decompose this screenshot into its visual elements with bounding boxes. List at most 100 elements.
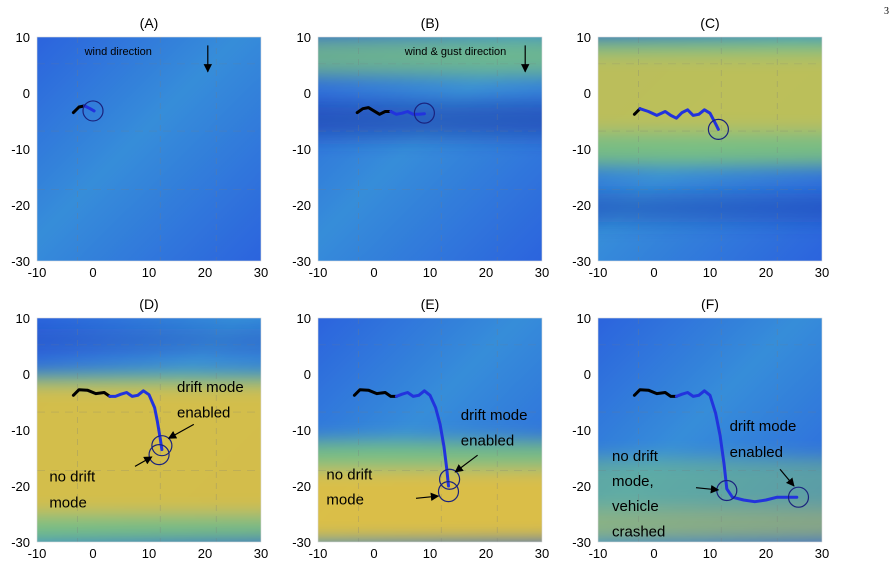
annotation-text-a-0: wind direction [84, 46, 152, 58]
x-tick-label-d-0: -10 [28, 546, 47, 561]
trajectory-blue-d [108, 389, 164, 452]
y-tick-label-e-3: -20 [292, 479, 311, 494]
y-tick-label-c-4: -30 [572, 254, 591, 269]
annotation-arrow-f-1 [695, 484, 720, 494]
y-tick-label-e-0: 10 [297, 311, 311, 326]
annotation-text-e-3: mode [326, 491, 364, 508]
vehicle-circle-c-0 [707, 118, 730, 140]
annotation-arrow-e-1 [415, 492, 440, 502]
panel-title-b: (B) [421, 15, 440, 31]
annotation-text-f-2: no drift [612, 448, 659, 465]
vehicle-circle-e-1 [437, 481, 460, 503]
axes-frame-a [36, 36, 262, 262]
page-number: 3 [884, 6, 889, 17]
annotation-text-d-0: drift mode [177, 379, 244, 396]
annotation-text-f-0: drift mode [730, 418, 797, 435]
trajectory-black-f [632, 388, 678, 398]
x-tick-label-b-3: 20 [479, 265, 493, 280]
annotation-arrow-d-1 [134, 456, 153, 467]
trajectory-black-d [71, 388, 112, 398]
heatmap-band-d-2 [37, 329, 261, 352]
x-tick-label-a-1: 0 [89, 265, 96, 280]
plot-area-c [598, 37, 822, 261]
panel-d: drift mode enabled no drift mode (D) -10 0 10 20… [11, 296, 268, 561]
y-tick-label-d-3: -20 [11, 479, 30, 494]
y-tick-label-c-3: -20 [572, 198, 591, 213]
y-tick-label-b-4: -30 [292, 254, 311, 269]
x-tick-label-b-4: 30 [535, 265, 549, 280]
x-tick-label-d-2: 10 [142, 546, 156, 561]
y-tick-label-c-2: -10 [572, 142, 591, 157]
y-tick-label-d-4: -30 [11, 535, 30, 550]
x-tick-label-f-1: 0 [650, 546, 657, 561]
panel-c: (C) -10 0 10 20 30 10 0 -10 -20 -30 [572, 15, 829, 280]
x-tick-label-e-3: 20 [479, 546, 493, 561]
x-tick-label-a-4: 30 [254, 265, 268, 280]
panel-title-a: (A) [140, 15, 159, 31]
heatmap-bands-c [598, 37, 822, 222]
y-tick-label-d-1: 0 [23, 367, 30, 382]
annotation-text-d-1: enabled [177, 405, 230, 422]
panel-a: wind direction (A) -10 0 10 20 30 10 0 -10 -20 -30 [11, 15, 268, 280]
x-tick-label-d-1: 0 [89, 546, 96, 561]
x-tick-label-a-0: -10 [28, 265, 47, 280]
heatmap-bands-e [318, 441, 542, 542]
annotation-arrow-f-0 [779, 468, 795, 487]
heatmap-band-b-0 [318, 37, 542, 77]
plot-area-a [37, 37, 261, 261]
heatmap-tint-a [37, 37, 261, 261]
heatmap-background-a [37, 37, 261, 261]
heatmap-bands-b [318, 37, 542, 138]
trajectory-blue-f [674, 389, 799, 504]
y-tick-label-e-4: -30 [292, 535, 311, 550]
axes-frame-c [597, 36, 823, 262]
y-tick-label-f-3: -20 [572, 479, 591, 494]
heatmap-band-b-1 [318, 101, 542, 138]
annotation-text-f-3: mode, [612, 473, 654, 490]
trajectory-blue-b [389, 110, 426, 116]
y-tick-label-c-0: 10 [577, 30, 591, 45]
trajectory-black-e [352, 388, 398, 398]
axes-frame-b [317, 36, 543, 262]
trajectory-black-a [71, 104, 87, 115]
annotation-text-d-2: no drift [49, 469, 96, 486]
y-tick-label-a-2: -10 [11, 142, 30, 157]
heatmap-band-f-1 [598, 508, 822, 542]
x-tick-label-e-4: 30 [535, 546, 549, 561]
y-tick-label-f-4: -30 [572, 535, 591, 550]
panel-e: drift mode enabled no drift mode (E) -10 0 10 20… [292, 296, 549, 561]
vehicle-circle-a-0 [82, 100, 104, 122]
x-tick-label-c-3: 20 [759, 265, 773, 280]
panel-b: wind & gust direction (B) -10 0 10 20 30 10 0 -10… [292, 15, 549, 280]
y-tick-label-f-1: 0 [584, 367, 591, 382]
annotation-text-e-0: drift mode [461, 407, 528, 424]
x-tick-label-d-4: 30 [254, 546, 268, 561]
panel-title-c: (C) [700, 15, 719, 31]
y-tick-label-d-0: 10 [16, 311, 30, 326]
x-tick-label-e-2: 10 [423, 546, 437, 561]
y-tick-label-f-0: 10 [577, 311, 591, 326]
y-tick-label-f-2: -10 [572, 423, 591, 438]
x-tick-label-f-2: 10 [703, 546, 717, 561]
x-tick-label-c-4: 30 [815, 265, 829, 280]
annotation-arrow-e-0 [454, 454, 478, 473]
heatmap-band-c-2 [598, 193, 822, 222]
x-tick-label-f-4: 30 [815, 546, 829, 561]
panel-f: drift mode enabled no drift mode, vehicle cra… [572, 296, 829, 561]
axes-frame-d [36, 317, 262, 543]
x-tick-label-f-0: -10 [589, 546, 608, 561]
annotation-text-d-3: mode [49, 494, 87, 511]
annotation-text-f-4: vehicle [612, 498, 659, 515]
x-tick-label-c-0: -10 [589, 265, 608, 280]
heatmap-band-e-1 [318, 469, 542, 542]
panel-title-f: (F) [701, 296, 719, 312]
plot-area-e [318, 318, 542, 542]
heatmap-band-d-1 [37, 385, 261, 514]
y-tick-label-a-3: -20 [11, 198, 30, 213]
y-tick-label-a-1: 0 [23, 86, 30, 101]
heatmap-bands-f [598, 458, 822, 542]
trajectory-black-b [355, 106, 393, 116]
y-tick-label-b-0: 10 [297, 30, 311, 45]
trajectory-blue-e [394, 389, 450, 488]
axes-frame-e [317, 317, 543, 543]
